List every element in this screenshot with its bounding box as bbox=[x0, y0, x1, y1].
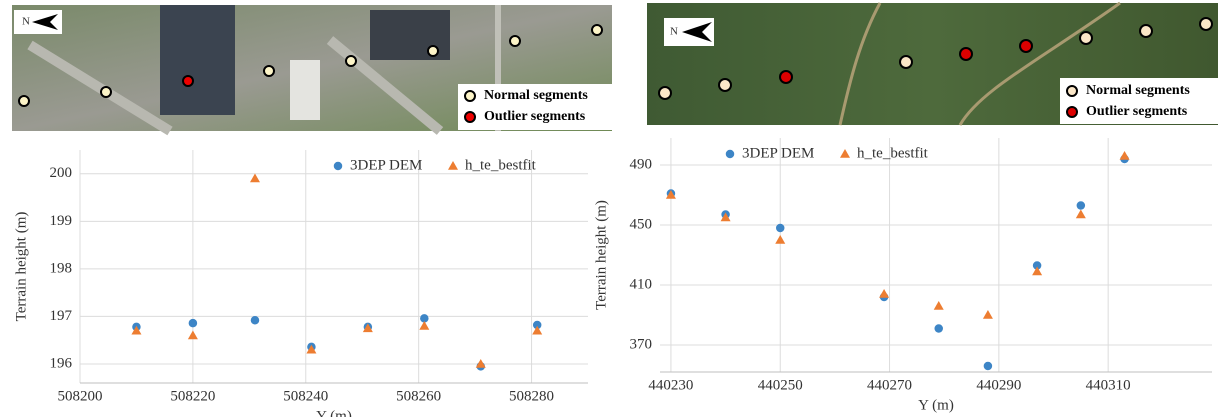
x-tick-label: 508240 bbox=[283, 388, 328, 404]
legend-label: h_te_bestfit bbox=[465, 157, 537, 173]
legend-label: Outlier segments bbox=[1086, 104, 1188, 119]
x-tick-label: 440270 bbox=[867, 377, 912, 393]
data-point bbox=[187, 330, 198, 340]
legend-label: Outlier segments bbox=[484, 109, 586, 124]
data-point bbox=[1076, 201, 1086, 210]
compass: N bbox=[22, 16, 30, 28]
legend-symbol bbox=[333, 161, 343, 171]
data-point bbox=[532, 320, 542, 330]
y-tick-label: 450 bbox=[630, 216, 653, 232]
data-point bbox=[879, 289, 890, 298]
data-point bbox=[188, 318, 198, 328]
y-tick-label: 199 bbox=[50, 213, 73, 229]
x-tick-label: 440230 bbox=[648, 377, 693, 393]
x-tick-label: 508260 bbox=[396, 388, 441, 404]
legend-label: 3DEP DEM bbox=[742, 145, 814, 161]
data-point bbox=[775, 235, 786, 244]
legend-label: Normal segments bbox=[484, 88, 588, 103]
data-point bbox=[1032, 266, 1043, 276]
legend-label: Normal segments bbox=[1086, 83, 1190, 98]
y-tick-label: 198 bbox=[50, 260, 73, 276]
x-tick-label: 440250 bbox=[758, 377, 803, 393]
data-point bbox=[665, 190, 676, 199]
data-point bbox=[982, 310, 993, 319]
data-point bbox=[419, 320, 430, 330]
data-point bbox=[1075, 209, 1086, 219]
x-axis-label: Y (m) bbox=[918, 397, 954, 413]
data-point bbox=[1119, 151, 1130, 160]
y-tick-label: 196 bbox=[50, 355, 73, 371]
y-tick-label: 370 bbox=[630, 336, 653, 352]
compass: N bbox=[670, 26, 678, 38]
legend-label: 3DEP DEM bbox=[350, 157, 422, 173]
aerial-image: N Normal segments Outlier segments bbox=[12, 5, 612, 136]
legend-symbol bbox=[448, 161, 458, 170]
data-point bbox=[933, 301, 944, 310]
data-point bbox=[1032, 261, 1042, 270]
y-tick-label: 200 bbox=[50, 165, 73, 181]
x-axis-label: Y (m) bbox=[316, 408, 352, 417]
data-point bbox=[362, 323, 373, 333]
y-tick-label: 410 bbox=[630, 276, 653, 292]
y-axis-label: Terrain height (m) bbox=[593, 200, 609, 310]
data-point bbox=[775, 223, 785, 233]
legend-symbol bbox=[725, 149, 735, 159]
y-axis-label: Terrain height (m) bbox=[13, 212, 29, 322]
data-point bbox=[475, 358, 486, 368]
aerial-image: N Normal segments Outlier segments bbox=[647, 1, 1218, 126]
data-point bbox=[532, 325, 543, 335]
data-point bbox=[934, 324, 943, 333]
x-tick-label: 508220 bbox=[170, 388, 215, 404]
data-point bbox=[249, 173, 260, 183]
data-point bbox=[983, 361, 993, 371]
data-point bbox=[250, 315, 260, 325]
data-point bbox=[131, 325, 142, 335]
legend-label: h_te_bestfit bbox=[857, 145, 929, 161]
legend-symbol bbox=[840, 149, 850, 158]
x-tick-label: 440290 bbox=[976, 377, 1021, 393]
x-tick-label: 508280 bbox=[509, 388, 554, 404]
y-tick-label: 197 bbox=[50, 308, 73, 324]
data-point bbox=[420, 314, 429, 323]
x-tick-label: 440310 bbox=[1086, 377, 1131, 393]
data-point bbox=[720, 212, 731, 222]
y-tick-label: 490 bbox=[630, 156, 653, 172]
x-tick-label: 508200 bbox=[58, 388, 103, 404]
data-point bbox=[306, 344, 317, 354]
